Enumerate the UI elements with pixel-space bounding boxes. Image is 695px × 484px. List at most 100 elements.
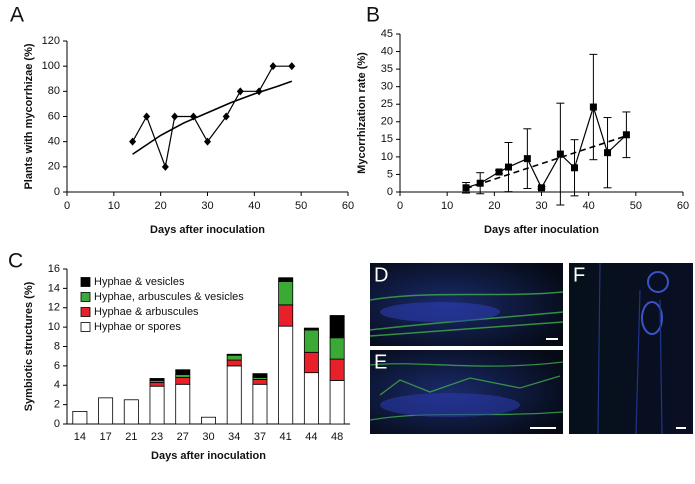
bar-segment <box>149 381 165 387</box>
x-tick-label: 10 <box>441 200 453 212</box>
bar-segment <box>303 327 319 331</box>
y-tick-label: 14 <box>48 282 60 294</box>
marker <box>222 112 230 121</box>
x-tick-label: 40 <box>248 200 260 212</box>
x-tick-label: 0 <box>64 200 70 212</box>
x-tick-label: 20 <box>155 200 167 212</box>
bar-segment <box>252 383 268 425</box>
x-tick-label: 50 <box>630 200 642 212</box>
x-tick-label: 30 <box>201 200 213 212</box>
bar-segment <box>226 365 242 425</box>
series-line <box>132 65 292 170</box>
y-tick-label: 4 <box>54 379 60 391</box>
x-tick-label: 0 <box>397 200 403 212</box>
x-tick-label: 20 <box>488 200 500 212</box>
x-tick-label: 30 <box>535 200 547 212</box>
series-line <box>132 80 293 155</box>
legend-label: Hyphae, arbuscules & vesicles <box>94 291 244 303</box>
series-line <box>465 105 627 190</box>
x-tick-label: 10 <box>108 200 120 212</box>
marker <box>604 149 612 157</box>
y-tick-label: 10 <box>48 321 60 333</box>
legend-swatch <box>80 277 91 287</box>
image-label: E <box>374 351 387 373</box>
series-line <box>465 135 627 190</box>
image-label: F <box>573 264 585 286</box>
y-tick-label: 8 <box>54 340 60 352</box>
y-tick-label: 20 <box>381 116 393 128</box>
x-tick-label: 60 <box>677 200 689 212</box>
y-tick-label: 80 <box>48 85 60 97</box>
y-axis-label: Plants with mycorrhizae (%) <box>23 43 35 189</box>
y-tick-label: 25 <box>381 98 393 110</box>
y-tick-label: 10 <box>381 151 393 163</box>
y-tick-label: 0 <box>54 186 60 198</box>
y-tick-label: 45 <box>381 28 393 40</box>
marker <box>269 62 277 71</box>
bar-segment <box>123 399 139 425</box>
y-tick-label: 40 <box>381 45 393 57</box>
y-axis-label: Symbiotic structures (%) <box>23 281 35 411</box>
y-tick-label: 100 <box>42 60 60 72</box>
marker <box>622 131 630 139</box>
marker <box>129 137 137 146</box>
x-tick-label: 21 <box>125 431 137 443</box>
bar-segment <box>149 385 165 425</box>
bar-segment <box>201 416 216 425</box>
y-tick-label: 40 <box>48 136 60 148</box>
marker <box>161 162 169 171</box>
x-tick-label: 50 <box>295 200 307 212</box>
x-tick-label: 48 <box>331 431 343 443</box>
y-tick-label: 2 <box>54 399 60 411</box>
legend-swatch <box>80 292 91 302</box>
legend-swatch <box>80 322 91 332</box>
y-tick-label: 0 <box>54 418 60 430</box>
y-tick-label: 30 <box>381 81 393 93</box>
x-axis-label: Days after inoculation <box>484 224 599 236</box>
legend-swatch <box>80 307 91 317</box>
x-tick-label: 44 <box>305 431 317 443</box>
panel-label: A <box>10 4 24 27</box>
x-axis-label: Days after inoculation <box>150 224 265 236</box>
x-tick-label: 14 <box>74 431 86 443</box>
legend-label: Hyphae & vesicles <box>94 276 185 288</box>
marker <box>171 112 179 121</box>
bar-segment <box>329 337 345 360</box>
panel-label: B <box>366 4 380 27</box>
x-tick-label: 41 <box>280 431 292 443</box>
bar-segment <box>175 377 191 385</box>
y-axis-label: Mycorrhization rate (%) <box>356 52 368 174</box>
marker <box>495 168 503 176</box>
marker <box>236 87 244 96</box>
marker <box>556 150 564 158</box>
bar-segment <box>329 380 345 425</box>
bar-segment <box>252 373 268 378</box>
y-tick-label: 5 <box>387 168 393 180</box>
bar-segment <box>226 353 242 356</box>
bar-segment <box>303 372 319 425</box>
y-tick-label: 35 <box>381 63 393 75</box>
bar-segment <box>252 379 268 385</box>
marker <box>538 184 545 192</box>
y-tick-label: 6 <box>54 360 60 372</box>
legend-label: Hyphae or spores <box>94 321 181 333</box>
bar-segment <box>175 374 191 378</box>
x-tick-label: 34 <box>228 431 240 443</box>
x-tick-label: 27 <box>177 431 189 443</box>
micrograph-d <box>369 263 564 346</box>
bar-segment <box>329 315 345 339</box>
legend-label: Hyphae & arbuscules <box>94 306 199 318</box>
bar-segment <box>175 369 191 375</box>
x-tick-label: 60 <box>342 200 354 212</box>
y-tick-label: 15 <box>381 133 393 145</box>
bar-segment <box>149 378 165 381</box>
bar-segment <box>226 354 242 361</box>
y-tick-label: 16 <box>48 263 60 275</box>
y-tick-label: 60 <box>48 110 60 122</box>
x-tick-label: 17 <box>99 431 111 443</box>
bar-segment <box>98 397 114 425</box>
bar-segment <box>278 304 294 327</box>
y-tick-label: 0 <box>387 186 393 198</box>
marker <box>204 137 211 146</box>
